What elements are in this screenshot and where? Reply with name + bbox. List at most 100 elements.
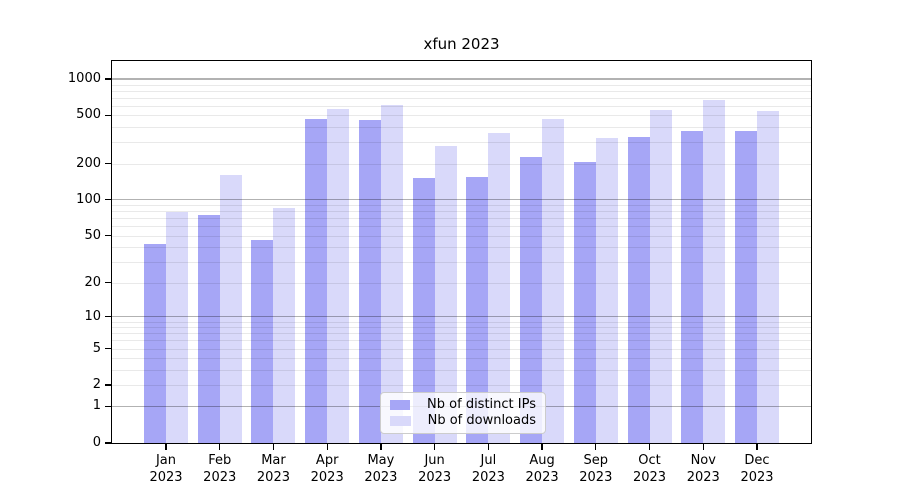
gridline-minor-500 — [112, 115, 811, 117]
y-tick-label-20: 20 — [84, 274, 101, 290]
gridline-minor-70 — [112, 218, 811, 220]
legend: Nb of distinct IPs Nb of downloads — [380, 392, 546, 434]
bar-ips-feb — [197, 214, 220, 443]
gridline-minor-80 — [112, 211, 811, 213]
y-tick-label-2: 2 — [92, 377, 101, 393]
y-tick-2 — [105, 384, 111, 386]
gridline-major-10 — [112, 316, 811, 318]
bar-ips-nov — [681, 131, 704, 443]
bar-ips-apr — [305, 118, 328, 443]
gridline-minor-40 — [112, 247, 811, 249]
bar-downloads-dec — [756, 110, 779, 443]
bar-downloads-mar — [273, 208, 296, 443]
y-tick-10 — [105, 316, 111, 318]
x-tick-label-sep: Sep 2023 — [579, 453, 613, 485]
gridline-minor-3 — [112, 369, 811, 371]
x-tick-nov — [702, 444, 704, 450]
x-tick-label-jul: Jul 2023 — [471, 453, 505, 485]
x-tick-label-feb: Feb 2023 — [203, 453, 237, 485]
x-tick-label-mar: Mar 2023 — [256, 453, 290, 485]
y-tick-500 — [105, 114, 111, 117]
gridline-minor-90 — [112, 205, 811, 207]
gridline-minor-800 — [112, 90, 811, 92]
gridline-minor-5 — [112, 348, 811, 350]
chart-title: xfun 2023 — [423, 35, 500, 53]
gridline-minor-6 — [112, 340, 811, 342]
y-tick-20 — [105, 281, 111, 284]
y-tick-label-1000: 1000 — [67, 71, 101, 86]
y-tick-label-100: 100 — [76, 191, 101, 207]
y-tick-1 — [105, 405, 111, 408]
y-tick-50 — [105, 235, 111, 237]
x-tick-jul — [487, 444, 489, 450]
x-tick-sep — [595, 444, 597, 450]
bar-ips-aug — [520, 156, 543, 443]
x-tick-label-apr: Apr 2023 — [310, 453, 344, 485]
bar-downloads-feb — [219, 175, 242, 443]
bar-downloads-jan — [166, 212, 188, 443]
bar-ips-jun — [412, 177, 435, 443]
legend-item-downloads: Nb of downloads — [390, 414, 536, 428]
y-tick-5 — [105, 347, 111, 350]
y-tick-200 — [105, 162, 111, 165]
gridline-minor-2 — [112, 385, 811, 387]
bar-downloads-jul — [488, 133, 511, 443]
y-tick-label-5: 5 — [92, 340, 101, 356]
gridline-minor-4 — [112, 358, 811, 360]
x-tick-may — [380, 444, 382, 450]
gridline-minor-300 — [112, 142, 811, 144]
legend-label-downloads: Nb of downloads — [427, 413, 536, 428]
gridline-minor-400 — [112, 127, 811, 129]
y-tick-label-10: 10 — [84, 308, 101, 324]
bar-downloads-nov — [703, 100, 726, 443]
plot-area: 0 1 2 5 10 20 50 100 200 500 1000 Jan 2023 Feb 2023 M… — [68, 60, 812, 485]
x-tick-label-jan: Jan 2023 — [149, 453, 183, 485]
bar-downloads-aug — [542, 118, 565, 443]
x-tick-mar — [272, 444, 275, 450]
gridline-major-1000 — [112, 78, 811, 80]
x-tick-label-nov: Nov 2023 — [686, 453, 720, 485]
legend-label-distinct-ips: Nb of distinct IPs — [427, 397, 536, 412]
x-tick-feb — [219, 444, 221, 450]
gridline-minor-900 — [112, 84, 811, 86]
bar-downloads-oct — [649, 109, 672, 443]
y-tick-100 — [105, 199, 111, 201]
gridline-minor-600 — [112, 105, 811, 107]
bar-ips-oct — [627, 136, 650, 443]
y-tick-0 — [105, 442, 111, 444]
gridline-minor-200 — [112, 163, 811, 165]
x-tick-label-oct: Oct 2023 — [632, 453, 667, 485]
gridline-minor-20 — [112, 282, 811, 284]
bar-ips-mar — [251, 240, 274, 443]
legend-swatch-downloads — [390, 416, 411, 426]
x-tick-apr — [326, 444, 328, 450]
x-tick-label-dec: Dec 2023 — [740, 453, 774, 485]
x-tick-label-may: May 2023 — [364, 453, 398, 485]
x-tick-label-aug: Aug 2023 — [525, 453, 559, 485]
legend-swatch-distinct-ips — [390, 400, 411, 410]
bar-ips-dec — [734, 131, 757, 443]
bar-ips-may — [358, 120, 381, 443]
bar-downloads-sep — [595, 137, 618, 443]
gridline-minor-50 — [112, 235, 811, 237]
gridline-minor-30 — [112, 262, 811, 264]
bar-ips-sep — [573, 161, 596, 443]
y-tick-1000 — [105, 78, 111, 80]
gridline-major-100 — [112, 199, 811, 201]
x-tick-oct — [648, 444, 651, 450]
x-tick-jun — [433, 444, 436, 450]
x-tick-aug — [541, 444, 543, 450]
x-tick-label-jun: Jun 2023 — [418, 453, 452, 485]
bar-downloads-may — [380, 105, 403, 443]
bar-downloads-apr — [327, 108, 350, 443]
bar-ips-jul — [466, 176, 489, 443]
y-tick-label-1: 1 — [92, 398, 101, 414]
gridline-minor-8 — [112, 327, 811, 329]
gridline-minor-700 — [112, 97, 811, 99]
gridline-minor-60 — [112, 226, 811, 228]
y-tick-label-500: 500 — [76, 107, 101, 123]
bar-downloads-jun — [434, 145, 457, 443]
y-tick-label-200: 200 — [76, 155, 101, 171]
gridline-minor-7 — [112, 333, 811, 335]
